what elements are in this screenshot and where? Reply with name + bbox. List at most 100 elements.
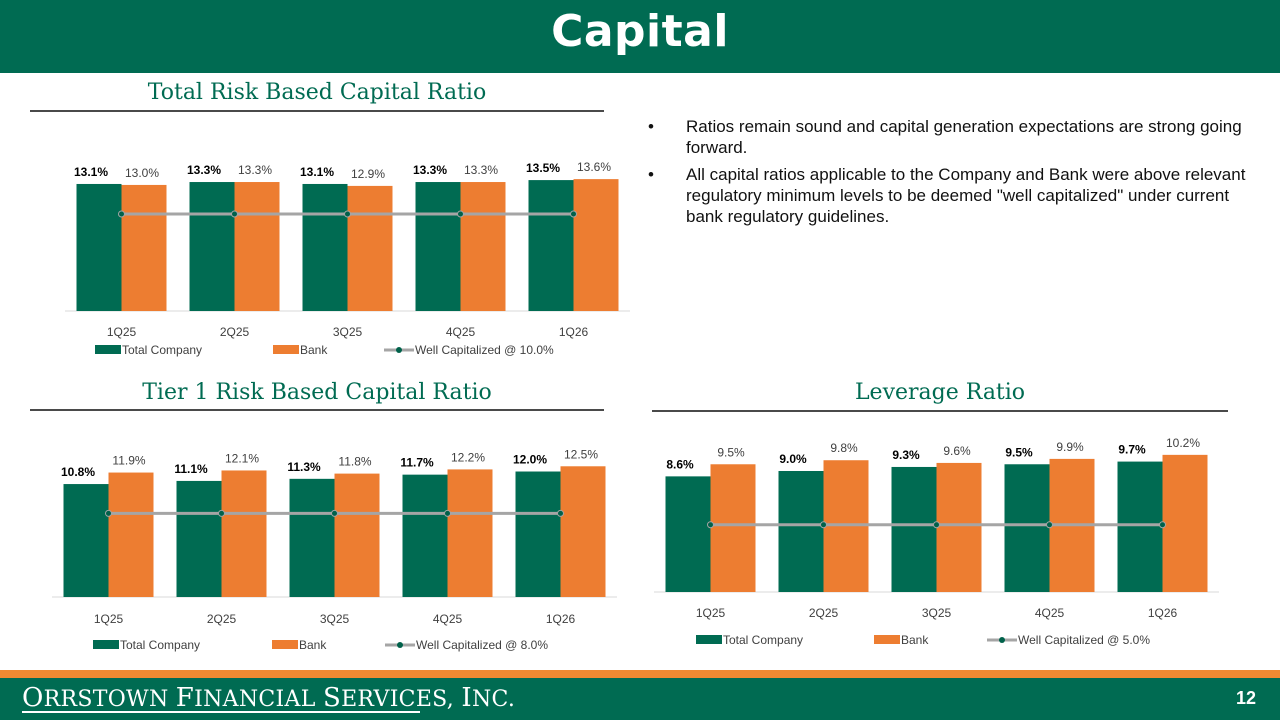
data-label-total-company: 8.6% [666, 457, 694, 471]
data-label-total-company: 9.5% [1005, 445, 1033, 459]
chart-title-rule [30, 409, 604, 411]
legend-swatch-total-company [95, 345, 121, 354]
legend-label-bank: Bank [300, 343, 328, 357]
data-label-total-company: 13.5% [526, 161, 560, 175]
bar-bank [710, 464, 756, 592]
data-label-bank: 9.6% [943, 444, 971, 458]
x-tick-label: 4Q25 [1035, 606, 1065, 620]
bar-total-company [189, 182, 235, 311]
x-tick-label: 4Q25 [446, 325, 476, 339]
well-capitalized-point [218, 509, 225, 517]
bar-bank [460, 182, 506, 311]
data-label-bank: 12.5% [564, 447, 598, 461]
x-tick-label: 1Q25 [107, 325, 137, 339]
page-number: 12 [1235, 688, 1256, 708]
x-tick-label: 3Q25 [333, 325, 363, 339]
x-tick-label: 4Q25 [433, 612, 463, 626]
legend-label-total-company: Total Company [122, 343, 202, 357]
chart-title-tier1: Tier 1 Risk Based Capital Ratio [142, 380, 492, 405]
bar-total-company [665, 476, 711, 592]
data-label-total-company: 9.3% [892, 448, 920, 462]
x-tick-label: 1Q25 [94, 612, 124, 626]
chart-title-rule [30, 110, 604, 112]
footer-accent-stripe [0, 670, 1280, 678]
bullet-item: • All capital ratios applicable to the C… [648, 164, 1258, 227]
bar-total-company [528, 180, 574, 311]
data-label-bank: 13.3% [238, 163, 272, 177]
bar-total-company [63, 484, 109, 597]
x-tick-label: 3Q25 [922, 606, 952, 620]
legend-label-bank: Bank [299, 638, 327, 652]
chart-title-leverage: Leverage Ratio [854, 380, 1026, 405]
legend-label-well-capitalized: Well Capitalized @ 8.0% [416, 638, 548, 652]
data-label-bank: 12.2% [451, 450, 485, 464]
x-tick-label: 1Q26 [1148, 606, 1178, 620]
well-capitalized-point [1159, 521, 1166, 529]
legend-label-total-company: Total Company [120, 638, 200, 652]
bar-bank [347, 185, 393, 311]
bar-total-company [176, 480, 222, 597]
data-label-total-company: 10.8% [61, 465, 95, 479]
data-label-total-company: 13.3% [413, 163, 447, 177]
chart-title-total-risk: Total Risk Based Capital Ratio [147, 80, 487, 105]
data-label-total-company: 9.0% [779, 452, 807, 466]
legend-swatch-bank [272, 640, 298, 649]
bullet-text: Ratios remain sound and capital generati… [686, 117, 1242, 157]
bar-total-company [891, 466, 937, 592]
bar-bank [573, 179, 619, 311]
data-label-total-company: 11.7% [400, 456, 434, 470]
title-bar [0, 0, 1280, 73]
chart-title-rule [652, 410, 1228, 412]
x-tick-label: 2Q25 [220, 325, 250, 339]
legend-label-bank: Bank [901, 633, 929, 647]
data-label-total-company: 9.7% [1118, 443, 1146, 457]
well-capitalized-point [457, 210, 464, 218]
bar-bank [560, 466, 606, 597]
bar-total-company [415, 182, 461, 311]
legend-marker-well-capitalized [396, 347, 402, 353]
well-capitalized-point [344, 210, 351, 218]
x-tick-label: 3Q25 [320, 612, 350, 626]
bar-total-company [1117, 461, 1163, 592]
well-capitalized-point [118, 210, 125, 218]
x-tick-label: 2Q25 [809, 606, 839, 620]
x-tick-label: 2Q25 [207, 612, 237, 626]
data-label-total-company: 13.3% [187, 163, 221, 177]
data-label-total-company: 12.0% [513, 453, 547, 467]
page-title: Capital [551, 6, 729, 57]
well-capitalized-point [331, 509, 338, 517]
bar-total-company [515, 471, 561, 597]
bullet-marker: • [648, 165, 654, 184]
data-label-bank: 12.1% [225, 451, 259, 465]
x-tick-label: 1Q26 [559, 325, 589, 339]
data-label-bank: 13.3% [464, 163, 498, 177]
legend-marker-well-capitalized [999, 637, 1005, 643]
legend-marker-well-capitalized [397, 642, 403, 648]
data-label-bank: 13.6% [577, 160, 611, 174]
legend-swatch-total-company [93, 640, 119, 649]
data-label-bank: 11.8% [338, 455, 371, 469]
data-label-total-company: 11.1% [174, 462, 208, 476]
legend-label-total-company: Total Company [723, 633, 803, 647]
bar-total-company [76, 183, 122, 311]
well-capitalized-point [707, 521, 714, 529]
data-label-bank: 9.5% [717, 445, 745, 459]
bar-bank [221, 470, 267, 597]
data-label-bank: 9.9% [1056, 440, 1084, 454]
bar-bank [1162, 454, 1208, 592]
data-label-total-company: 11.3% [287, 460, 321, 474]
data-label-total-company: 13.1% [74, 165, 108, 179]
well-capitalized-point [933, 521, 940, 529]
well-capitalized-point [1046, 521, 1053, 529]
bar-bank [121, 184, 167, 311]
bar-total-company [1004, 464, 1050, 592]
bar-total-company [402, 474, 448, 597]
bar-total-company [289, 478, 335, 597]
bar-bank [447, 469, 493, 597]
legend-swatch-total-company [696, 635, 722, 644]
well-capitalized-point [231, 210, 238, 218]
legend-swatch-bank [874, 635, 900, 644]
bullet-item: • Ratios remain sound and capital genera… [648, 116, 1258, 158]
data-label-bank: 10.2% [1166, 436, 1200, 450]
bar-bank [108, 472, 154, 597]
